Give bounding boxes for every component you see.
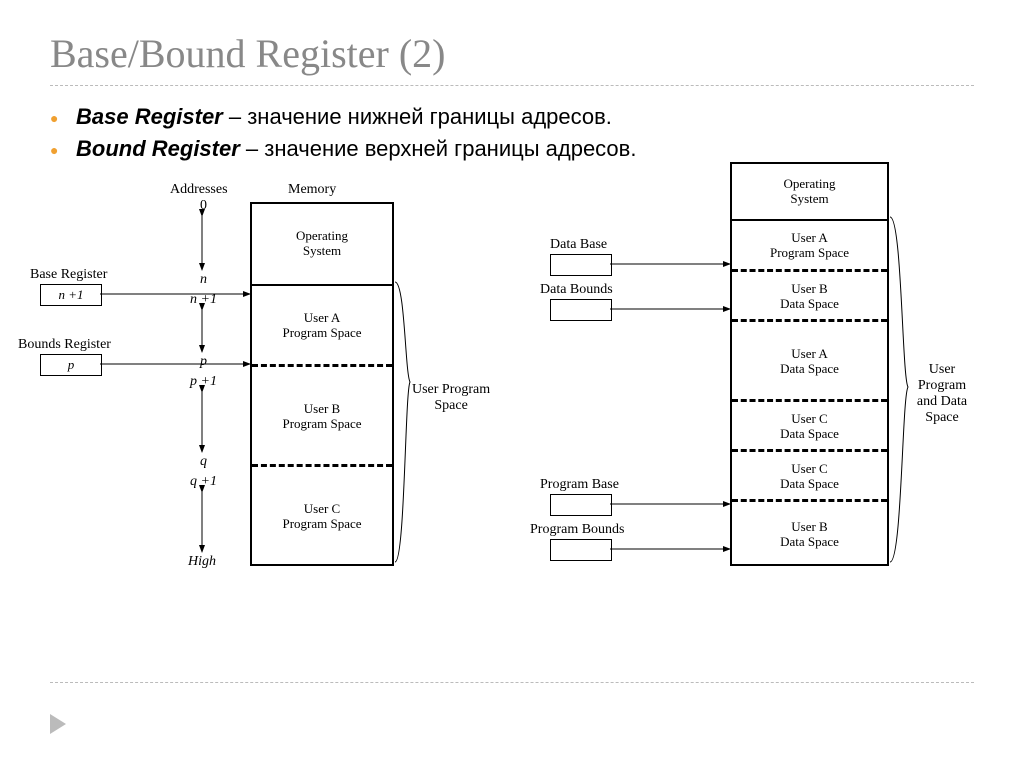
- program-base-box: [550, 494, 612, 516]
- bullet-1: Base Register – значение нижней границы …: [50, 104, 974, 130]
- title-divider: [50, 85, 974, 86]
- left-seg-ua: User A Program Space: [252, 284, 392, 366]
- base-reg-box: n +1: [40, 284, 102, 306]
- addr-q: q: [200, 454, 207, 470]
- bullet-1-term: Base Register: [76, 104, 223, 129]
- r-seg-ucd2: User C Data Space: [732, 449, 887, 502]
- addr-high: High: [188, 554, 216, 570]
- r-seg-ubd1: User B Data Space: [732, 269, 887, 322]
- bounds-reg-box: p: [40, 354, 102, 376]
- bullet-1-text: – значение нижней границы адресов.: [223, 104, 612, 129]
- r-seg-ubd2: User B Data Space: [732, 499, 887, 567]
- footer-divider: [50, 682, 974, 683]
- right-side-label: User Program and Data Space: [910, 362, 974, 426]
- program-bounds-label: Program Bounds: [530, 522, 625, 538]
- data-bounds-box: [550, 299, 612, 321]
- addr-qp1: q +1: [190, 474, 217, 490]
- left-seg-os: Operating System: [252, 204, 392, 284]
- next-slide-icon[interactable]: [50, 714, 66, 734]
- diagram: Addresses Memory Operating System User A…: [50, 182, 974, 642]
- left-seg-uc: User C Program Space: [252, 464, 392, 567]
- addr-n: n: [200, 272, 207, 288]
- bullet-2-term: Bound Register: [76, 136, 240, 161]
- data-base-label: Data Base: [550, 237, 607, 253]
- addr-p: p: [200, 354, 207, 370]
- left-seg-ub: User B Program Space: [252, 364, 392, 467]
- data-base-box: [550, 254, 612, 276]
- bounds-reg-label: Bounds Register: [18, 337, 111, 353]
- r-seg-uad: User A Data Space: [732, 319, 887, 402]
- left-addresses-header: Addresses: [170, 182, 228, 198]
- r-seg-uap: User A Program Space: [732, 219, 887, 271]
- addr-np1: n +1: [190, 292, 217, 308]
- r-seg-os: Operating System: [732, 164, 887, 219]
- addr-0: 0: [200, 198, 207, 214]
- left-memory-header: Memory: [288, 182, 336, 198]
- r-seg-ucd1: User C Data Space: [732, 399, 887, 452]
- bullet-2-text: – значение верхней границы адресов.: [240, 136, 637, 161]
- bullet-2: Bound Register – значение верхней границ…: [50, 136, 974, 162]
- left-side-label: User Program Space: [412, 382, 490, 414]
- bullet-list: Base Register – значение нижней границы …: [50, 104, 974, 162]
- slide-title: Base/Bound Register (2): [50, 30, 974, 77]
- program-base-label: Program Base: [540, 477, 619, 493]
- data-bounds-label: Data Bounds: [540, 282, 613, 298]
- left-memory-box: Operating System User A Program Space Us…: [250, 202, 394, 566]
- addr-pp1: p +1: [190, 374, 217, 390]
- base-reg-label: Base Register: [30, 267, 107, 283]
- program-bounds-box: [550, 539, 612, 561]
- right-memory-box: Operating System User A Program Space Us…: [730, 162, 889, 566]
